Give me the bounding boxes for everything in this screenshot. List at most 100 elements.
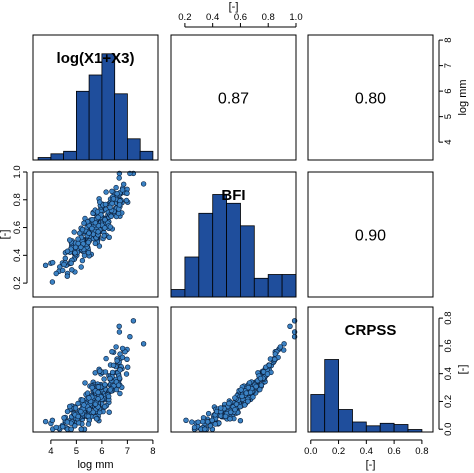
scatter-point-r2-c1-221 (227, 416, 233, 422)
scatter-point-r2-c1-291 (202, 426, 208, 432)
histogram-bar-1-6 (253, 277, 269, 298)
scatter-point-r1-c0-235 (71, 229, 77, 235)
correlation-value-r0-c1: 0.87 (218, 91, 249, 108)
scatter-point-r1-c0-265 (75, 236, 81, 242)
scatter-point-r1-c0-230 (64, 248, 71, 254)
scatter-point-r2-c1-244 (253, 383, 259, 390)
scatter-point-r2-c0-286 (107, 375, 113, 382)
scatter-point-r1-c0-236 (115, 210, 122, 217)
variable-name-2: CRPSS (345, 322, 397, 339)
histogram-bar-0-4 (88, 74, 103, 161)
scatter-point-r1-c0-200 (96, 199, 103, 205)
scatter-point-r2-c1-0 (281, 341, 287, 347)
scatter-point-r2-c1-212 (205, 419, 211, 425)
scatter-point-r2-c0-280 (78, 426, 84, 432)
scatter-point-r2-c1-242 (189, 419, 195, 425)
scatter-point-r2-c0-270 (75, 413, 81, 420)
scatter-point-r1-c0-266 (79, 226, 86, 233)
scatter-point-r2-c0-236 (115, 382, 122, 388)
histogram-bar-1-7 (267, 274, 283, 298)
right-tick-label-0-1: 5 (443, 114, 454, 119)
histogram-bar-1-1 (184, 256, 200, 298)
bottom-tick-label-2-1: 0.2 (332, 446, 345, 457)
right-tick-label-2-1: 0.2 (443, 395, 454, 408)
left-tick-label-1-2: 0.6 (12, 221, 23, 234)
left-axis-title-1: [-] (0, 230, 11, 240)
scatter-point-r2-c0-248 (124, 364, 131, 370)
scatter-point-r2-c1-142 (257, 386, 263, 393)
scatter-point-r2-c0-184 (72, 423, 78, 429)
scatter-point-r1-c0-284 (53, 270, 59, 277)
histogram-bar-2-0 (310, 394, 326, 433)
scatter-point-r2-c1-288 (243, 390, 250, 396)
scatter-point-r1-c0-270 (75, 240, 81, 247)
scatter-point-r2-c0-269 (102, 404, 108, 410)
histogram-bar-0-7 (127, 138, 141, 161)
scatter-point-r2-c1-299 (228, 409, 234, 415)
scatter-point-r1-c0-290 (85, 250, 92, 256)
scatter-point-r2-c1-281 (222, 413, 229, 420)
scatter-point-r2-c1-160 (183, 417, 189, 423)
histogram-bar-0-6 (114, 93, 128, 161)
bottom-tick-label-0-2: 6 (99, 446, 104, 457)
scatter-point-r2-c1-285 (209, 417, 215, 423)
scatter-point-r2-c1-287 (272, 356, 278, 362)
scatter-point-r1-c0-223 (92, 240, 99, 247)
bottom-tick-label-0-4: 8 (150, 446, 155, 457)
scatter-point-r1-c0-269 (102, 225, 108, 231)
scatter-point-r1-c0-287 (124, 190, 130, 197)
histogram-bar-1-4 (226, 202, 241, 298)
scatter-point-r1-c0-55 (62, 255, 69, 261)
scatter-point-r2-c1-298 (242, 402, 248, 408)
scatter-point-r2-c0-255 (42, 418, 49, 425)
scatter-point-r2-c0-167 (109, 349, 115, 355)
histogram-bar-2-1 (324, 359, 340, 433)
scatter-point-r2-c0-267 (105, 393, 112, 400)
histogram-bar-1-0 (170, 289, 186, 298)
top-axis-title-1: [-] (229, 1, 239, 13)
scatter-point-r1-c0-165 (96, 243, 103, 249)
scatter-point-r1-c0-278 (116, 202, 123, 208)
top-tick-label-1-2: 0.6 (234, 12, 247, 23)
scatter-point-r2-c0-190 (61, 415, 67, 421)
scatter-point-r1-c0-281 (85, 239, 92, 246)
scatter-point-r2-c0-288 (84, 390, 91, 396)
top-tick-label-1-4: 1.0 (289, 12, 302, 23)
bottom-tick-label-2-4: 0.8 (415, 446, 428, 457)
scatter-point-r1-c0-282 (114, 191, 120, 197)
bottom-axis-title-0: log mm (77, 459, 113, 471)
scatter-point-r1-c0-167 (109, 188, 115, 195)
scatter-point-r2-c0-284 (53, 424, 59, 431)
scatter-point-r1-c0-256 (78, 244, 84, 251)
scatter-point-r2-c1-297 (277, 344, 284, 350)
scatter-point-r2-c1-268 (233, 401, 240, 407)
scatter-point-r2-c0-219 (117, 367, 123, 373)
left-tick-label-1-1: 0.4 (12, 249, 23, 262)
scatter-point-r1-c0-294 (107, 224, 114, 230)
scatter-point-r2-c1-283 (245, 384, 252, 391)
panel-frame-r1-c2 (307, 171, 434, 298)
scatter-point-r2-c1-284 (191, 424, 198, 431)
scatter-point-r2-c0-238 (66, 403, 73, 410)
scatter-point-r1-c0-172 (116, 175, 122, 181)
scatter-point-r2-c0-120 (117, 390, 123, 397)
panel-frame-r1-c0 (32, 171, 159, 298)
scatter-point-r2-c0-231 (82, 380, 88, 386)
scatter-point-r2-c0-291 (68, 426, 74, 432)
top-tick-label-1-1: 0.4 (206, 12, 219, 23)
scatter-point-r2-c0-277 (86, 406, 93, 413)
scatter-point-r2-c0-242 (64, 419, 71, 425)
scatter-point-r2-c0-256 (78, 408, 84, 415)
scatter-point-r1-c0-289 (95, 229, 101, 235)
scatter-point-r1-c0-160 (49, 279, 56, 285)
scatter-point-r2-c0-257 (95, 384, 102, 390)
scatter-point-r1-c0-225 (72, 250, 78, 256)
scatter-point-r1-c0-279 (95, 214, 101, 221)
scatter-point-r2-c1-275 (264, 371, 271, 377)
right-tick-label-2-0: 0.0 (443, 423, 454, 436)
scatter-point-r2-c0-197 (102, 381, 108, 388)
scatter-point-r2-c0-273 (90, 409, 96, 415)
histogram-bar-0-8 (139, 150, 154, 161)
right-tick-label-2-4: 0.8 (443, 312, 454, 325)
scatter-point-r1-c0-297 (113, 184, 119, 191)
